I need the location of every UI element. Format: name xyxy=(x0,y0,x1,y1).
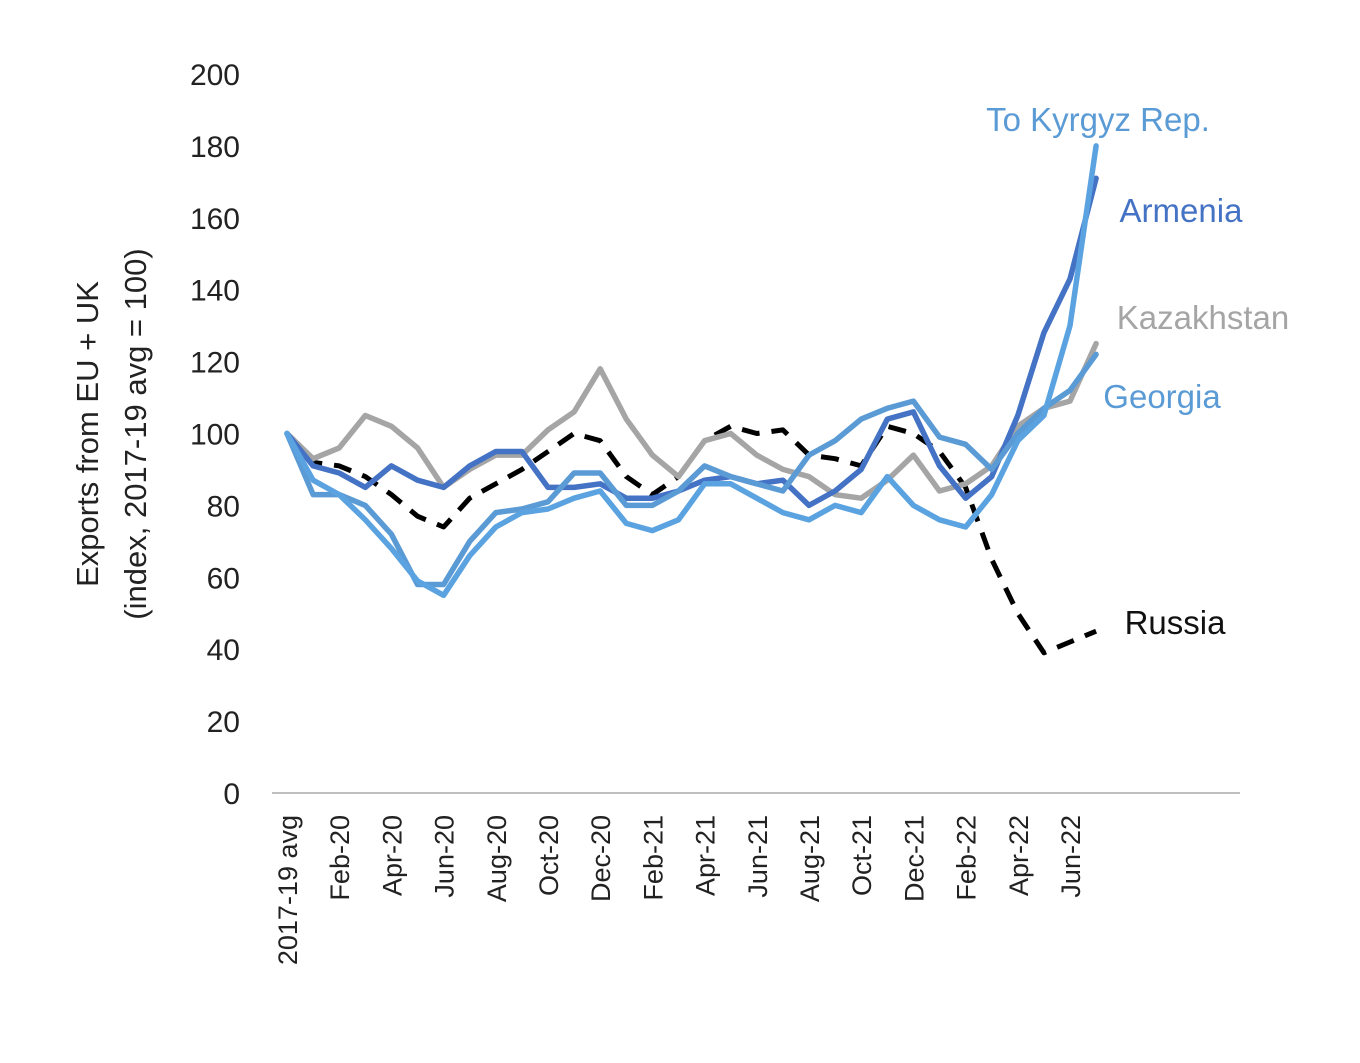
y-axis-title-line1: Exports from EU + UK xyxy=(70,281,105,587)
series-line-armenia xyxy=(284,175,1099,509)
x-tick-label-jun-20: Jun-20 xyxy=(430,815,460,898)
y-tick-label-20: 20 xyxy=(207,706,240,739)
x-tick-label-aug-20: Aug-20 xyxy=(482,815,512,902)
y-tick-label-100: 100 xyxy=(190,419,240,452)
x-tick-label-feb-22: Feb-22 xyxy=(952,815,982,901)
series-label-georgia: Georgia xyxy=(1103,378,1221,415)
x-axis-ticks: 2017-19 avg Feb-20 Apr-20 Jun-20 Aug-20 Oct-2… xyxy=(273,815,1086,965)
x-tick-label-jun-22: Jun-22 xyxy=(1056,815,1086,898)
series-labels: To Kyrgyz Rep. Armenia Kazakhstan Georgia Ru… xyxy=(986,101,1289,641)
x-tick-label-2017-19-avg: 2017-19 avg xyxy=(273,815,303,965)
series-label-to-kyrgyz-rep: To Kyrgyz Rep. xyxy=(986,101,1210,138)
series-label-russia: Russia xyxy=(1125,604,1227,641)
series-line-to-kyrgyz-rep xyxy=(284,143,1099,599)
y-tick-label-160: 160 xyxy=(190,203,240,236)
x-tick-label-aug-21: Aug-21 xyxy=(795,815,825,902)
y-tick-label-180: 180 xyxy=(190,131,240,164)
series-label-armenia: Armenia xyxy=(1120,192,1244,229)
x-tick-label-apr-20: Apr-20 xyxy=(377,815,407,896)
x-tick-label-dec-20: Dec-20 xyxy=(586,815,616,902)
x-tick-label-oct-20: Oct-20 xyxy=(534,815,564,896)
series-line-russia xyxy=(285,423,1098,656)
x-tick-label-jun-21: Jun-21 xyxy=(743,815,773,898)
y-tick-label-60: 60 xyxy=(207,562,240,595)
y-tick-label-200: 200 xyxy=(190,59,240,92)
y-tick-label-120: 120 xyxy=(190,347,240,380)
y-tick-label-0: 0 xyxy=(223,778,240,811)
y-axis-title-line2: (index, 2017-19 avg = 100) xyxy=(118,248,153,619)
series-line-georgia xyxy=(284,351,1099,588)
x-tick-label-apr-22: Apr-22 xyxy=(1004,815,1034,896)
x-tick-label-apr-21: Apr-21 xyxy=(691,815,721,896)
x-tick-label-oct-21: Oct-21 xyxy=(847,815,877,896)
x-tick-label-feb-20: Feb-20 xyxy=(325,815,355,901)
y-axis-title: Exports from EU + UK (index, 2017-19 avg… xyxy=(70,248,153,619)
series-line-kazakhstan xyxy=(284,340,1099,501)
y-tick-label-40: 40 xyxy=(207,634,240,667)
x-tick-label-dec-21: Dec-21 xyxy=(899,815,929,902)
x-tick-label-feb-21: Feb-21 xyxy=(638,815,668,901)
y-tick-label-140: 140 xyxy=(190,275,240,308)
series-lines xyxy=(284,143,1099,656)
y-tick-label-80: 80 xyxy=(207,490,240,523)
y-axis-ticks: 0 20 40 60 80 100 120 140 160 180 200 xyxy=(190,59,240,811)
series-label-kazakhstan: Kazakhstan xyxy=(1117,299,1289,336)
